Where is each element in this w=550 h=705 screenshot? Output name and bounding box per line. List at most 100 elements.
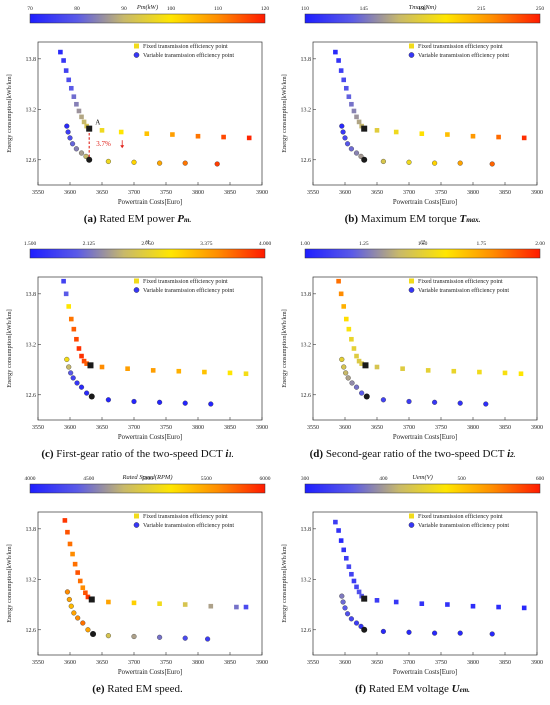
data-point-fixed <box>356 358 362 364</box>
y-tick-label: 13.2 <box>301 577 312 583</box>
data-point-fixed <box>79 353 84 359</box>
data-point-variable <box>345 375 351 381</box>
data-point-variable <box>380 628 386 635</box>
caption-symbol: i <box>507 448 511 460</box>
colorbar-tick-label: 5500 <box>201 476 212 482</box>
x-tick-label: 3550 <box>32 190 44 196</box>
legend-marker-variable <box>408 522 415 528</box>
data-point-fixed <box>227 370 233 376</box>
data-point-fixed <box>470 603 476 609</box>
data-point-fixed <box>85 594 91 600</box>
data-point-variable <box>353 150 360 156</box>
data-point-variable <box>182 635 188 641</box>
data-point-fixed <box>243 604 249 610</box>
data-point-variable <box>157 399 163 405</box>
x-tick-label: 3900 <box>531 190 543 196</box>
legend-marker-fixed <box>409 278 414 284</box>
colorbar-tick-label: 145 <box>360 6 369 12</box>
data-point-fixed <box>68 316 74 322</box>
data-point-variable <box>340 599 346 605</box>
data-point-variable <box>157 634 163 640</box>
data-point-fixed <box>393 129 399 135</box>
data-point-fixed <box>521 605 527 611</box>
data-point-variable <box>340 129 346 135</box>
chart-svg-e: Rated Speed(RPM) 4000 4500 5000 5500 6000 3550… <box>6 474 271 676</box>
optimal-point-fixed <box>362 362 369 369</box>
data-point-fixed <box>170 132 175 137</box>
data-point-variable <box>78 150 85 156</box>
x-tick-label: 3850 <box>499 425 511 431</box>
data-point-fixed <box>393 599 399 605</box>
data-point-fixed <box>451 368 457 374</box>
data-point-fixed <box>343 555 349 561</box>
data-point-variable <box>64 589 71 595</box>
data-point-variable <box>406 398 412 405</box>
data-point-variable <box>67 135 73 141</box>
caption-text: Rated EM power <box>96 213 178 225</box>
data-point-fixed <box>63 68 69 73</box>
data-point-fixed <box>356 119 362 125</box>
x-tick-label: 3750 <box>160 660 172 666</box>
colorbar-tick-label: 80 <box>74 6 80 12</box>
colorbar-title: i2 <box>420 239 426 246</box>
y-tick-label: 12.6 <box>26 393 37 399</box>
data-point-variable <box>342 605 348 611</box>
data-point-variable <box>208 401 214 407</box>
data-point-fixed <box>195 133 201 139</box>
data-point-fixed <box>356 589 362 595</box>
data-point-fixed <box>61 58 66 63</box>
x-axis-label: Powertrain Costs[Euro] <box>118 434 182 441</box>
caption-prefix: (e) <box>92 683 105 695</box>
data-point-variable <box>432 399 438 405</box>
data-point-fixed <box>176 368 182 374</box>
data-point-variable <box>406 159 412 165</box>
optimal-point-fixed <box>86 125 93 132</box>
y-axis-label: Energy consumption[kWh/km] <box>6 544 13 622</box>
data-point-fixed <box>336 528 341 533</box>
data-point-variable <box>131 159 137 165</box>
colorbar <box>29 13 266 24</box>
optimal-point-variable <box>363 393 370 400</box>
x-tick-label: 3750 <box>435 660 447 666</box>
data-point-fixed <box>81 119 87 125</box>
data-point-variable <box>105 158 111 165</box>
x-tick-label: 3900 <box>256 425 268 431</box>
data-point-fixed <box>351 108 357 114</box>
chart-svg-b: Tmax(Nm) 110 145 180 215 250 3550 3600 3650 3700 3… <box>281 4 544 206</box>
data-point-fixed <box>99 364 105 370</box>
data-point-variable <box>68 370 74 376</box>
chart-panel-f: Uem(V) 300 400 500 600 3550 3600 3650 3700 3750 38… <box>275 470 550 698</box>
data-point-fixed <box>351 578 357 584</box>
data-point-fixed <box>202 369 207 375</box>
colorbar-tick-label: 500 <box>458 476 467 482</box>
data-point-variable <box>406 629 412 635</box>
data-point-fixed <box>150 368 156 373</box>
caption-subscript: 2. <box>510 451 516 459</box>
colorbar-tick-label: 1.500 <box>24 241 37 247</box>
legend-marker-variable <box>408 287 415 293</box>
data-point-fixed <box>496 604 501 610</box>
data-point-fixed <box>354 353 359 359</box>
data-point-variable <box>131 633 137 640</box>
legend-marker-fixed <box>134 513 139 519</box>
data-point-fixed <box>58 49 63 55</box>
data-point-fixed <box>341 77 347 83</box>
data-point-variable <box>214 161 220 167</box>
colorbar-tick-label: 300 <box>301 476 310 482</box>
caption-c: (c) First-gear ratio of the two-speed DC… <box>0 448 275 460</box>
plot-frame <box>312 511 538 656</box>
plot-frame <box>37 276 263 421</box>
x-tick-label: 3550 <box>32 660 44 666</box>
data-point-variable <box>457 400 463 406</box>
data-point-fixed <box>445 132 450 137</box>
colorbar-tick-label: 180 <box>418 6 427 12</box>
optimal-point-fixed <box>87 362 94 369</box>
data-point-variable <box>348 616 354 622</box>
x-axis-label: Powertrain Costs[Euro] <box>118 669 182 676</box>
x-tick-label: 3900 <box>256 660 268 666</box>
data-point-variable <box>73 146 79 152</box>
data-point-fixed <box>354 584 359 590</box>
y-tick-label: 13.8 <box>26 527 37 533</box>
colorbar-title: Tmax(Nm) <box>409 4 437 11</box>
x-tick-label: 3600 <box>339 190 351 196</box>
